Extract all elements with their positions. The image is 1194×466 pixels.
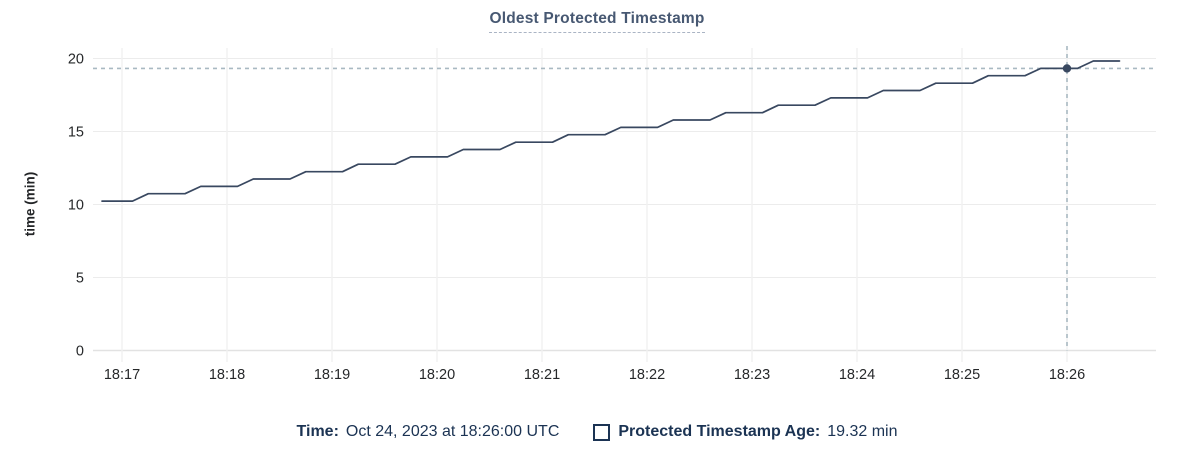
chart-title[interactable]: Oldest Protected Timestamp [489,10,705,33]
chart-legend: Time: Oct 24, 2023 at 18:26:00 UTC Prote… [0,422,1194,442]
x-tick-label: 18:24 [839,367,875,383]
legend-series-value: 19.32 min [827,423,898,440]
x-tick-label: 18:25 [944,367,980,383]
y-tick-label: 20 [68,52,84,68]
legend-time-group: Time: Oct 24, 2023 at 18:26:00 UTC [297,422,560,442]
x-tick-label: 18:20 [419,367,455,383]
legend-time-label: Time: [296,423,339,440]
chart-title-row: Oldest Protected Timestamp [0,10,1194,33]
x-tick-label: 18:21 [524,367,560,383]
series-checkbox-icon[interactable] [593,423,611,441]
x-tick-label: 18:18 [209,367,245,383]
x-tick-label: 18:19 [314,367,350,383]
legend-series-label: Protected Timestamp Age: [618,423,821,440]
legend-time-value: Oct 24, 2023 at 18:26:00 UTC [345,423,560,440]
hover-point-dot [1062,64,1072,73]
x-tick-label: 18:26 [1049,367,1085,383]
legend-series-group[interactable]: Protected Timestamp Age: 19.32 min [593,422,897,442]
y-tick-label: 5 [76,271,84,287]
x-tick-label: 18:22 [629,367,665,383]
series-line [101,60,1121,202]
x-tick-label: 18:17 [104,367,140,383]
y-tick-label: 15 [68,125,84,141]
x-tick-label: 18:23 [734,367,770,383]
chart-plot[interactable]: 0 5 10 15 20 18:17 18:18 18:19 18:20 18:21 18:22 18… [0,0,1194,402]
y-tick-label: 0 [76,344,84,360]
y-tick-label: 10 [68,198,84,214]
